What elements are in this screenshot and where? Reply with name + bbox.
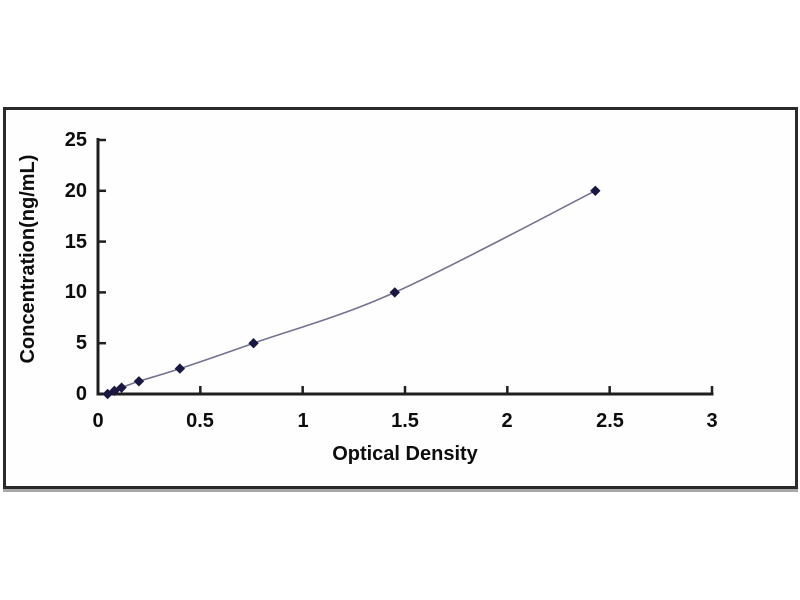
x-axis-title: Optical Density [332, 443, 478, 465]
y-tick-label: 10 [64, 281, 87, 303]
y-tick-label: 5 [75, 332, 87, 354]
x-tick-label: 2 [501, 410, 513, 432]
x-tick-label: 0.5 [186, 410, 214, 432]
x-tick-label: 1 [297, 410, 309, 432]
x-tick-label: 1.5 [391, 410, 419, 432]
y-tick-label: 15 [64, 231, 87, 253]
y-tick-label: 20 [64, 180, 87, 202]
y-tick-label: 25 [64, 129, 87, 151]
x-tick-label: 0 [92, 410, 104, 432]
x-tick-label: 2.5 [596, 410, 624, 432]
y-tick-label: 0 [75, 383, 87, 405]
x-tick-label: 3 [706, 410, 718, 432]
